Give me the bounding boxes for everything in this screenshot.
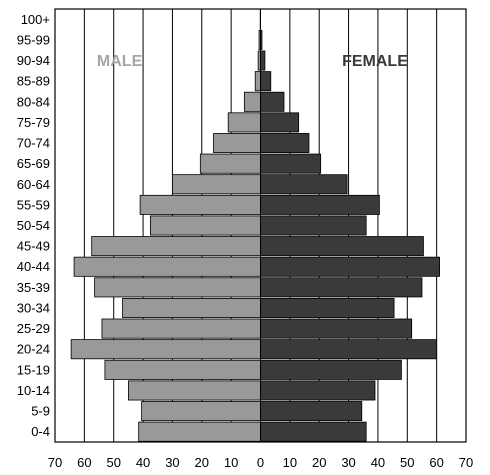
bars [70, 9, 440, 442]
x-tick-label: 40 [371, 455, 385, 470]
female-bar [260, 133, 310, 154]
y-tick-label: 0-4 [31, 424, 50, 439]
x-tick-labels: 70 60 50 40 30 20 10 0 10 20 30 40 50 60 70 [48, 455, 473, 470]
male-bar [150, 215, 261, 236]
y-tick-label: 10-14 [17, 383, 50, 398]
x-tick-label: 40 [136, 455, 150, 470]
female-bar [260, 215, 367, 236]
y-tick-label: 95-99 [17, 32, 50, 47]
male-bar [243, 91, 261, 112]
male-bar [227, 112, 261, 133]
y-tick-label: 75-79 [17, 115, 50, 130]
male-bar [122, 297, 261, 318]
male-bar [141, 401, 261, 422]
female-bar [260, 401, 363, 422]
female-bar [260, 174, 348, 195]
female-bar [260, 421, 367, 442]
y-tick-label: 90-94 [17, 53, 50, 68]
plot-frame [54, 8, 467, 443]
male-bar [138, 421, 261, 442]
y-tick-label: 50-54 [17, 218, 50, 233]
male-bar [139, 194, 261, 215]
y-tick-label: 40-44 [17, 259, 50, 274]
female-bar [260, 256, 440, 277]
female-bar [260, 71, 272, 92]
x-tick-label: 30 [341, 455, 355, 470]
x-tick-label: 30 [165, 455, 179, 470]
female-bar [260, 380, 376, 401]
male-bar [172, 174, 261, 195]
male-bar [254, 71, 261, 92]
female-bar [260, 153, 322, 174]
x-tick-label: 10 [283, 455, 297, 470]
female-bar [260, 339, 438, 360]
y-tick-label: 60-64 [17, 177, 50, 192]
male-bar [213, 133, 261, 154]
x-tick-label: 60 [429, 455, 443, 470]
female-bar [260, 318, 413, 339]
male-bar [199, 153, 261, 174]
y-tick-label: 5-9 [31, 404, 50, 419]
y-tick-label: 65-69 [17, 156, 50, 171]
female-bar [260, 297, 395, 318]
female-bar [260, 277, 423, 298]
female-bar [260, 236, 424, 257]
y-tick-label: 55-59 [17, 197, 50, 212]
y-tick-label: 80-84 [17, 94, 50, 109]
female-bar [260, 194, 380, 215]
x-tick-label: 50 [106, 455, 120, 470]
y-tick-label: 15-19 [17, 362, 50, 377]
male-bar [104, 359, 261, 380]
y-tick-label: 70-74 [17, 136, 50, 151]
female-bar [260, 91, 285, 112]
male-bar [101, 318, 261, 339]
y-tick-label: 20-24 [17, 342, 50, 357]
y-tick-label: 45-49 [17, 239, 50, 254]
male-label: MALE [97, 53, 143, 70]
y-tick-labels: 100+ 95-99 90-94 85-89 80-84 75-79 70-74 65-69 6… [17, 12, 50, 439]
male-bar [91, 236, 261, 257]
x-tick-label: 70 [48, 455, 62, 470]
x-tick-label: 60 [77, 455, 91, 470]
male-bar [127, 380, 261, 401]
x-tick-label: 50 [400, 455, 414, 470]
x-tick-label: 20 [195, 455, 209, 470]
x-tick-label: 0 [257, 455, 264, 470]
x-tick-label: 70 [459, 455, 473, 470]
y-tick-label: 30-34 [17, 300, 50, 315]
y-tick-label: 25-29 [17, 321, 50, 336]
female-label: FEMALE [342, 53, 408, 70]
y-tick-label: 85-89 [17, 74, 50, 89]
x-tick-label: 10 [224, 455, 238, 470]
female-bar [260, 112, 300, 133]
male-bar [73, 256, 261, 277]
x-tick-label: 20 [312, 455, 326, 470]
male-bar [70, 339, 261, 360]
y-tick-label: 35-39 [17, 280, 50, 295]
y-tick-label: 100+ [21, 12, 50, 27]
female-bar [260, 359, 402, 380]
male-bar [94, 277, 261, 298]
female-bar [260, 50, 266, 71]
